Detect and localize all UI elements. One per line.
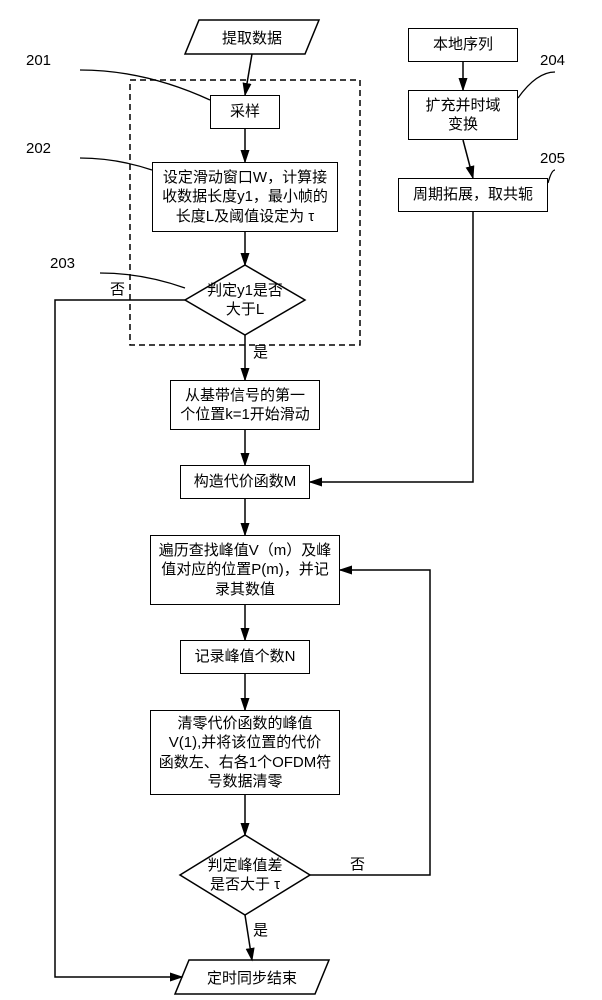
node-slide: 从基带信号的第一个位置k=1开始滑动 <box>170 380 320 430</box>
node-text: 清零代价函数的峰值V(1),并将该位置的代价函数左、右各1个OFDM符号数据清零 <box>159 714 332 792</box>
node-sample: 采样 <box>210 95 280 129</box>
edge-label: 是 <box>253 341 268 362</box>
node-text: 构造代价函数M <box>194 472 297 492</box>
node-setwin: 设定滑动窗口W，计算接收数据长度y1，最小帧的长度L及阈值设定为 τ <box>152 162 338 232</box>
node-end: 定时同步结束 <box>182 960 322 994</box>
node-text: 判定峰值差是否大于 τ <box>207 856 282 895</box>
edge-label: 否 <box>110 278 125 299</box>
edge-label: 否 <box>350 853 365 874</box>
node-count: 记录峰值个数N <box>180 640 310 674</box>
node-text: 采样 <box>230 102 260 122</box>
callout-l202: 202 <box>26 140 51 157</box>
node-clear: 清零代价函数的峰值V(1),并将该位置的代价函数左、右各1个OFDM符号数据清零 <box>150 710 340 795</box>
node-text: 定时同步结束 <box>207 967 297 988</box>
node-text: 扩充并时域变换 <box>425 96 500 135</box>
node-traverse: 遍历查找峰值V（m）及峰值对应的位置P(m)，并记录其数值 <box>150 535 340 605</box>
node-text: 周期拓展，取共轭 <box>413 185 533 205</box>
node-text: 判定y1是否大于L <box>207 281 283 320</box>
callout-l203: 203 <box>50 255 75 272</box>
node-cost: 构造代价函数M <box>180 465 310 499</box>
node-expand: 扩充并时域变换 <box>408 90 518 140</box>
callout-l205: 205 <box>540 150 565 167</box>
node-text: 记录峰值个数N <box>195 647 296 667</box>
node-judgey1: 判定y1是否大于L <box>185 265 305 335</box>
node-local: 本地序列 <box>408 28 518 62</box>
node-period: 周期拓展，取共轭 <box>398 178 548 212</box>
node-text: 遍历查找峰值V（m）及峰值对应的位置P(m)，并记录其数值 <box>159 541 332 600</box>
node-text: 提取数据 <box>222 27 282 48</box>
node-judgepeak: 判定峰值差是否大于 τ <box>180 835 310 915</box>
node-extract: 提取数据 <box>192 20 312 54</box>
node-text: 本地序列 <box>433 35 493 55</box>
callout-l204: 204 <box>540 52 565 69</box>
edge-label: 是 <box>253 919 268 940</box>
node-text: 从基带信号的第一个位置k=1开始滑动 <box>180 386 310 425</box>
node-text: 设定滑动窗口W，计算接收数据长度y1，最小帧的长度L及阈值设定为 τ <box>162 168 328 227</box>
callout-l201: 201 <box>26 52 51 69</box>
